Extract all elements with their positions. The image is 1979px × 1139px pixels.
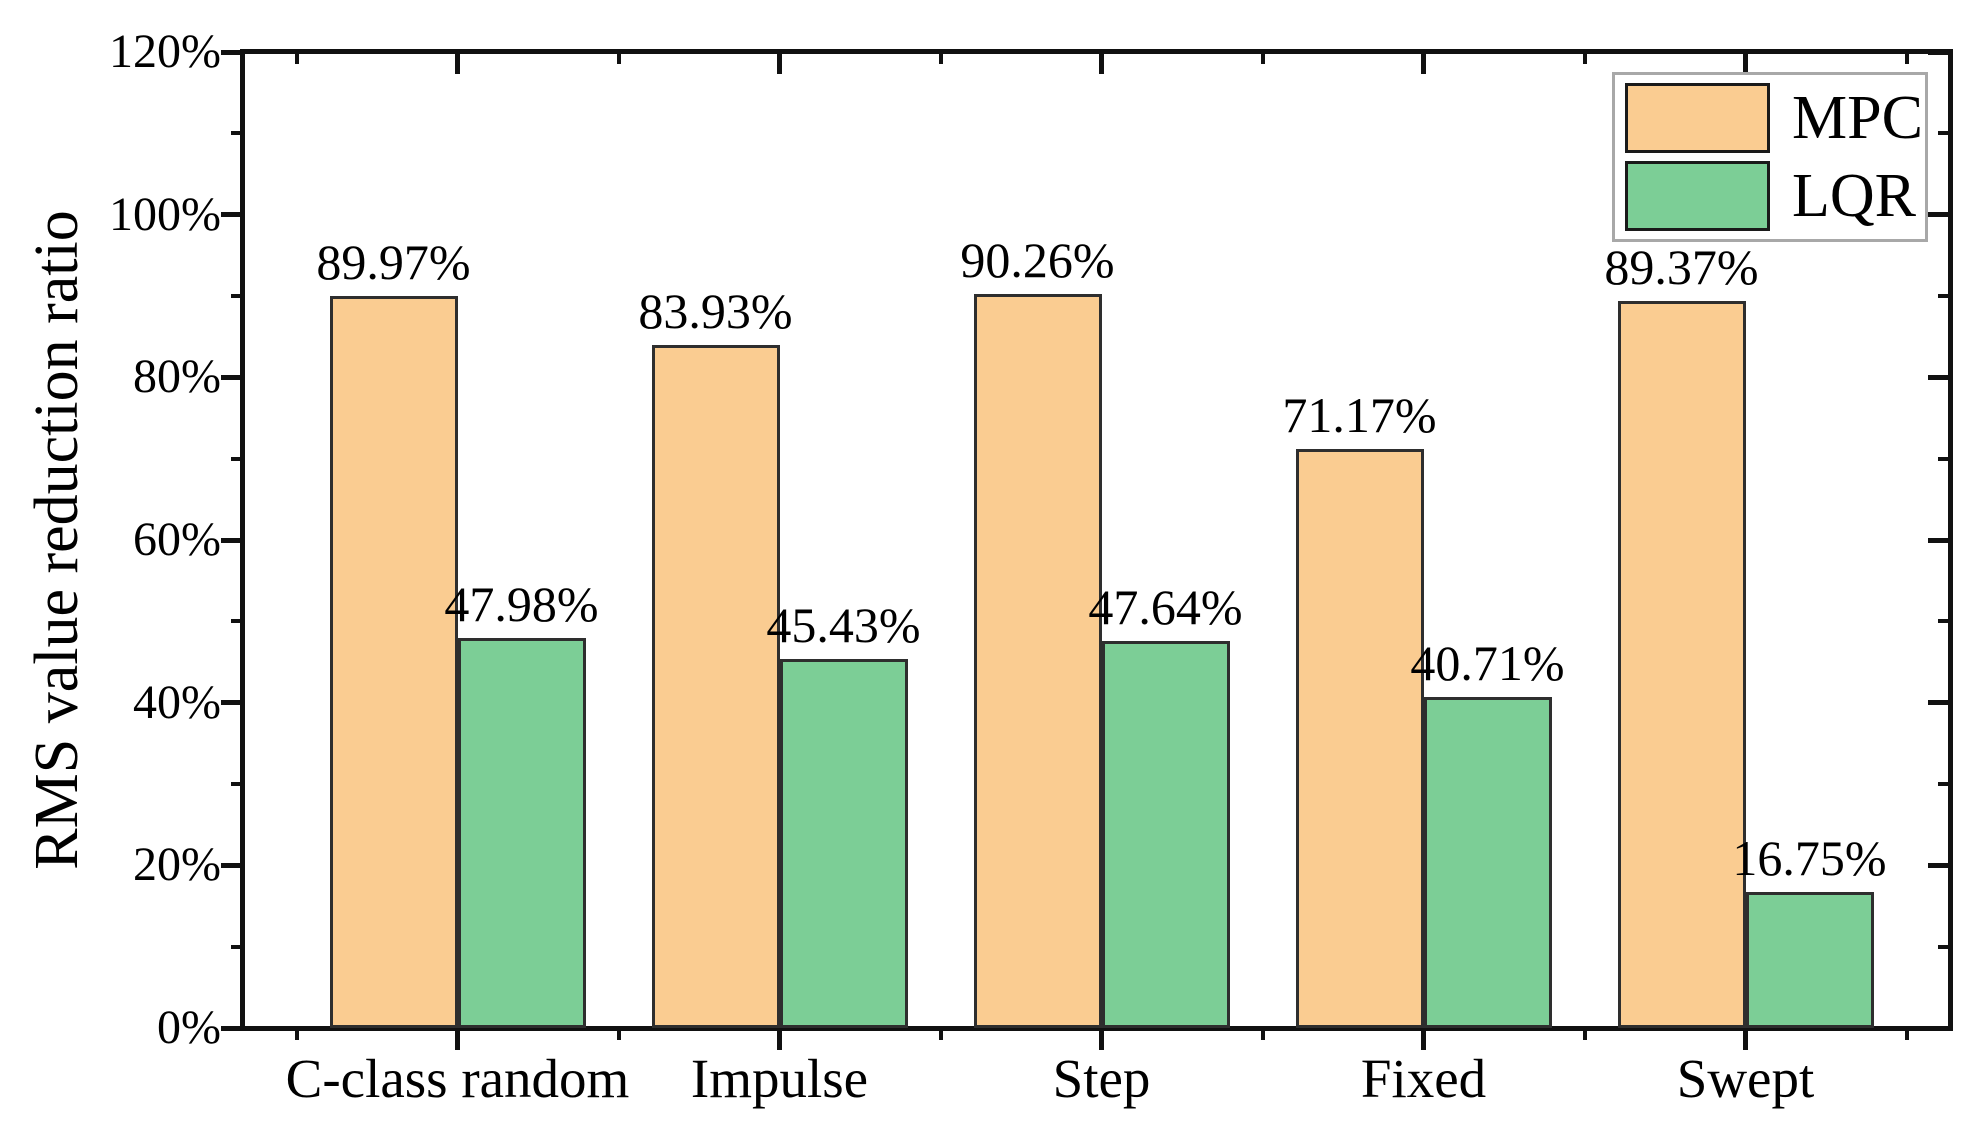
bar-mpc bbox=[651, 345, 780, 1028]
bar-lqr bbox=[1101, 640, 1230, 1028]
y-major-tick-right bbox=[1928, 537, 1950, 543]
bar-mpc bbox=[1295, 449, 1424, 1028]
bar-value-label-mpc: 89.37% bbox=[1604, 239, 1759, 296]
x-major-tick-bottom bbox=[1099, 1028, 1104, 1050]
x-major-tick-bottom bbox=[1421, 1028, 1426, 1050]
legend-label-lqr: LQR bbox=[1792, 162, 1916, 230]
x-major-tick-bottom bbox=[1743, 1028, 1748, 1050]
bar-lqr bbox=[457, 637, 586, 1028]
x-category-label: Fixed bbox=[1360, 1048, 1487, 1109]
legend-row-lqr: LQR bbox=[1625, 161, 1916, 231]
bar-mpc bbox=[1617, 301, 1746, 1028]
legend-swatch-lqr bbox=[1625, 161, 1770, 231]
x-minor-tick-top bbox=[1904, 52, 1909, 64]
x-minor-tick-bottom bbox=[1582, 1028, 1587, 1040]
bar-value-label-mpc: 89.97% bbox=[316, 234, 471, 291]
x-minor-tick-bottom bbox=[294, 1028, 299, 1040]
legend-row-mpc: MPC bbox=[1625, 83, 1923, 153]
x-category-label: C-class random bbox=[285, 1048, 630, 1109]
x-minor-tick-bottom bbox=[616, 1028, 621, 1040]
y-minor-tick-left bbox=[231, 131, 243, 136]
y-minor-tick-left bbox=[231, 619, 243, 624]
y-major-tick-left bbox=[221, 862, 243, 868]
x-minor-tick-top bbox=[1582, 52, 1587, 64]
x-minor-tick-bottom bbox=[938, 1028, 943, 1040]
y-tick-label: 80% bbox=[133, 350, 221, 404]
y-minor-tick-right bbox=[1938, 456, 1950, 461]
x-major-tick-top bbox=[1743, 52, 1748, 74]
bar-lqr bbox=[1745, 891, 1874, 1028]
x-minor-tick-top bbox=[616, 52, 621, 64]
legend-swatch-mpc bbox=[1625, 83, 1770, 153]
y-tick-label: 40% bbox=[133, 675, 221, 729]
bar-value-label-lqr: 45.43% bbox=[766, 596, 921, 653]
y-minor-tick-left bbox=[231, 456, 243, 461]
x-minor-tick-bottom bbox=[1260, 1028, 1265, 1040]
x-minor-tick-top bbox=[294, 52, 299, 64]
y-minor-tick-left bbox=[231, 944, 243, 949]
y-minor-tick-left bbox=[231, 294, 243, 298]
x-major-tick-bottom bbox=[777, 1028, 782, 1050]
y-tick-label: 100% bbox=[109, 187, 221, 241]
legend: MPC LQR bbox=[1612, 72, 1928, 242]
y-major-tick-left bbox=[221, 537, 243, 543]
bar-value-label-mpc: 83.93% bbox=[638, 283, 793, 340]
y-major-tick-right bbox=[1928, 212, 1950, 218]
y-minor-tick-right bbox=[1938, 131, 1950, 136]
y-minor-tick-right bbox=[1938, 619, 1950, 624]
bar-mpc bbox=[329, 296, 458, 1028]
y-major-tick-left bbox=[221, 700, 243, 706]
y-tick-label: 20% bbox=[133, 838, 221, 892]
x-major-tick-top bbox=[1099, 52, 1104, 74]
y-tick-label: 60% bbox=[133, 513, 221, 566]
y-major-tick-left bbox=[221, 49, 243, 55]
bar-value-label-lqr: 40.71% bbox=[1410, 634, 1565, 691]
y-minor-tick-left bbox=[231, 782, 243, 786]
y-tick-label: 0% bbox=[157, 1001, 221, 1054]
bar-value-label-lqr: 47.64% bbox=[1088, 578, 1243, 635]
x-category-label: Swept bbox=[1676, 1048, 1815, 1109]
bar-value-label-mpc: 90.26% bbox=[960, 231, 1115, 288]
y-minor-tick-right bbox=[1938, 294, 1950, 298]
x-minor-tick-bottom bbox=[1904, 1028, 1909, 1040]
bar-value-label-mpc: 71.17% bbox=[1282, 387, 1437, 444]
x-major-tick-top bbox=[455, 52, 460, 74]
bar-lqr bbox=[779, 658, 908, 1028]
x-major-tick-top bbox=[777, 52, 782, 74]
y-major-tick-left bbox=[221, 212, 243, 218]
y-major-tick-right bbox=[1928, 374, 1950, 380]
bar-lqr bbox=[1423, 696, 1552, 1028]
x-major-tick-bottom bbox=[455, 1028, 460, 1050]
y-major-tick-left bbox=[221, 374, 243, 380]
y-major-tick-right bbox=[1928, 862, 1950, 868]
bar-mpc bbox=[973, 293, 1102, 1028]
y-minor-tick-right bbox=[1938, 944, 1950, 949]
legend-label-mpc: MPC bbox=[1792, 84, 1923, 152]
x-major-tick-top bbox=[1421, 52, 1426, 74]
bar-value-label-lqr: 16.75% bbox=[1732, 829, 1887, 886]
x-category-label: Impulse bbox=[690, 1048, 869, 1109]
y-minor-tick-right bbox=[1938, 782, 1950, 786]
bar-value-label-lqr: 47.98% bbox=[444, 575, 599, 632]
x-category-label: Step bbox=[1052, 1048, 1151, 1109]
y-tick-label: 120% bbox=[109, 25, 221, 78]
x-minor-tick-top bbox=[938, 52, 943, 64]
y-major-tick-right bbox=[1928, 1025, 1950, 1031]
y-major-tick-right bbox=[1928, 700, 1950, 706]
y-major-tick-left bbox=[221, 1025, 243, 1031]
y-major-tick-right bbox=[1928, 49, 1950, 55]
x-minor-tick-top bbox=[1260, 52, 1265, 64]
